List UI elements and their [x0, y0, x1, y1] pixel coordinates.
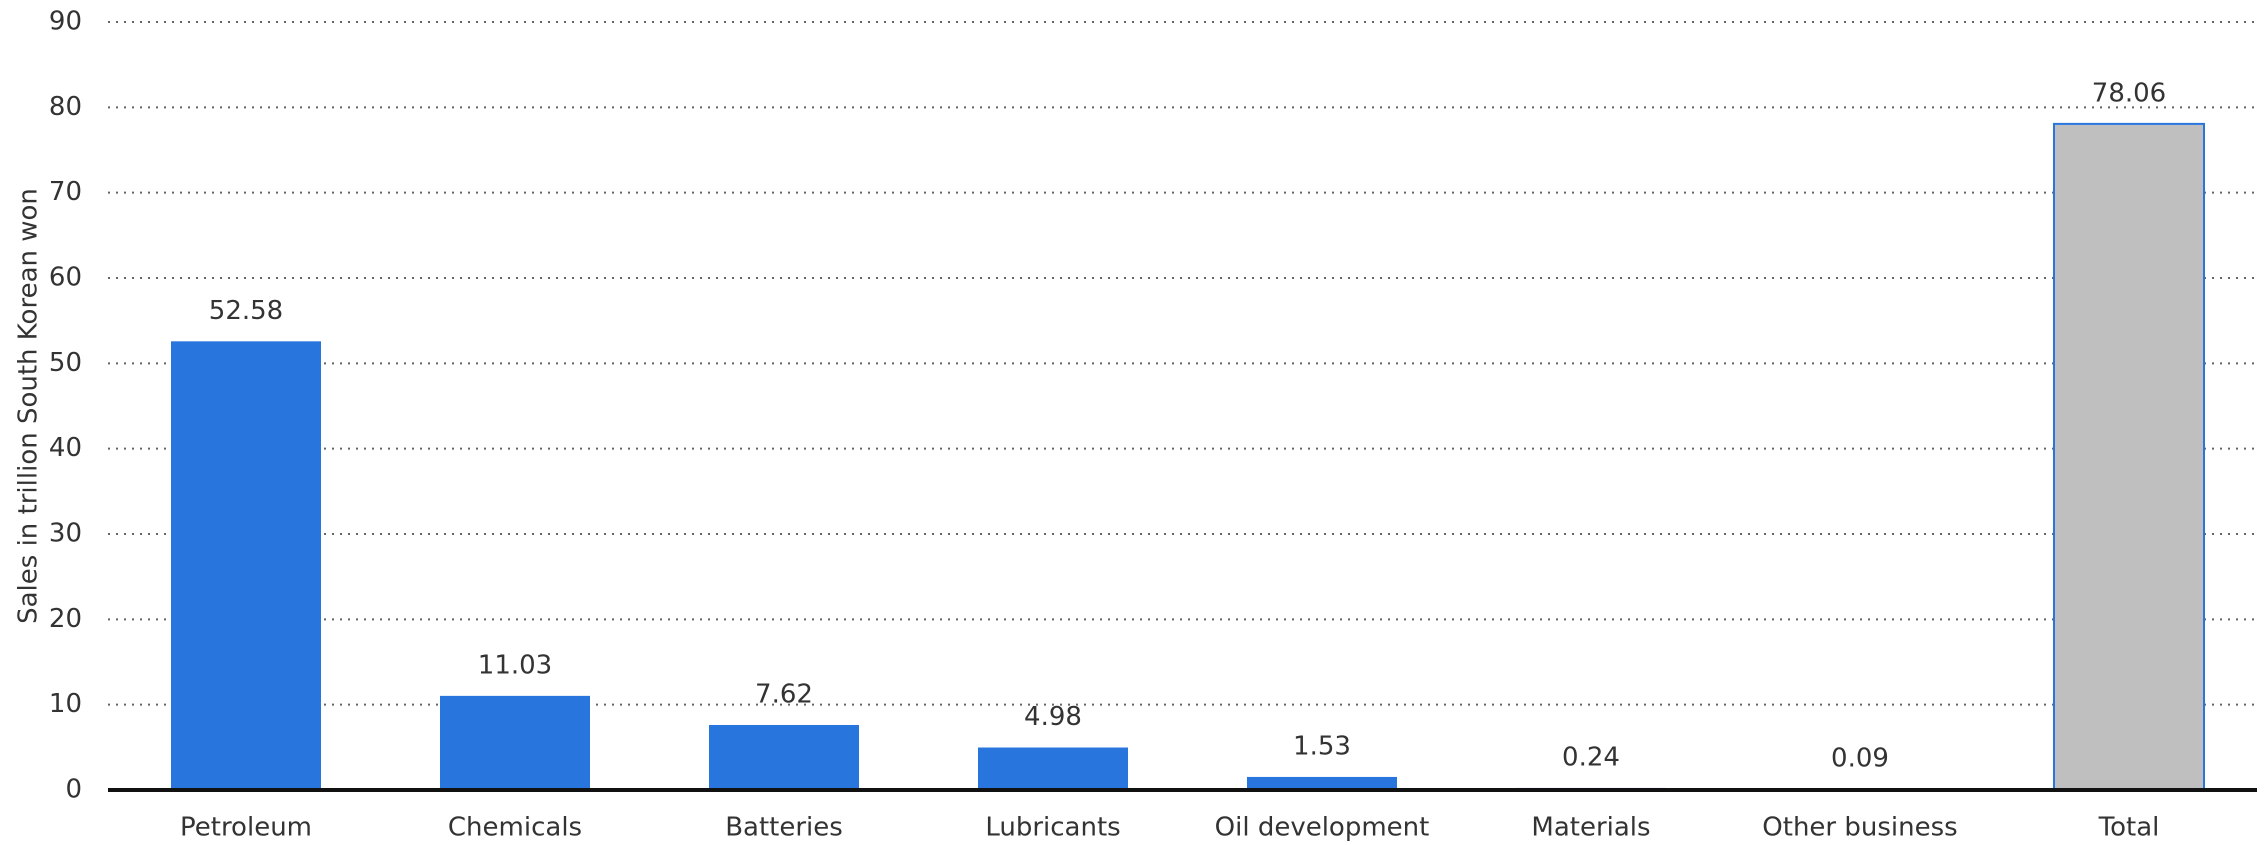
y-tick-label: 10 [49, 689, 82, 719]
value-label: 1.53 [1293, 731, 1351, 761]
bar [2053, 122, 2205, 791]
value-label: 7.62 [755, 679, 813, 709]
y-axis-title: Sales in trillion South Korean won [14, 188, 44, 624]
bar [709, 724, 859, 790]
x-tick-label: Oil development [1215, 813, 1430, 843]
y-tick-label: 40 [49, 433, 82, 463]
value-label: 0.09 [1831, 744, 1889, 774]
x-tick-label: Total [2098, 813, 2160, 843]
x-tick-label: Chemicals [448, 813, 582, 843]
y-tick-label: 60 [49, 263, 82, 293]
bar [171, 341, 321, 790]
x-tick-label: Lubricants [985, 813, 1120, 843]
value-label: 4.98 [1024, 702, 1082, 732]
bar [1247, 776, 1397, 790]
bar [440, 695, 590, 790]
y-tick-label: 50 [49, 348, 82, 378]
x-tick-label: Batteries [725, 813, 843, 843]
bar [978, 747, 1128, 790]
value-label: 0.24 [1562, 742, 1620, 772]
x-tick-label: Materials [1531, 813, 1650, 843]
value-label: 78.06 [2092, 78, 2166, 108]
y-tick-label: 70 [49, 177, 82, 207]
value-label: 11.03 [478, 650, 552, 680]
y-tick-label: 80 [49, 92, 82, 122]
x-tick-label: Petroleum [180, 813, 312, 843]
value-label: 52.58 [209, 296, 283, 326]
y-tick-label: 0 [65, 775, 82, 805]
y-tick-label: 90 [49, 7, 82, 37]
y-tick-label: 20 [49, 604, 82, 634]
x-tick-label: Other business [1762, 813, 1957, 843]
y-tick-label: 30 [49, 519, 82, 549]
